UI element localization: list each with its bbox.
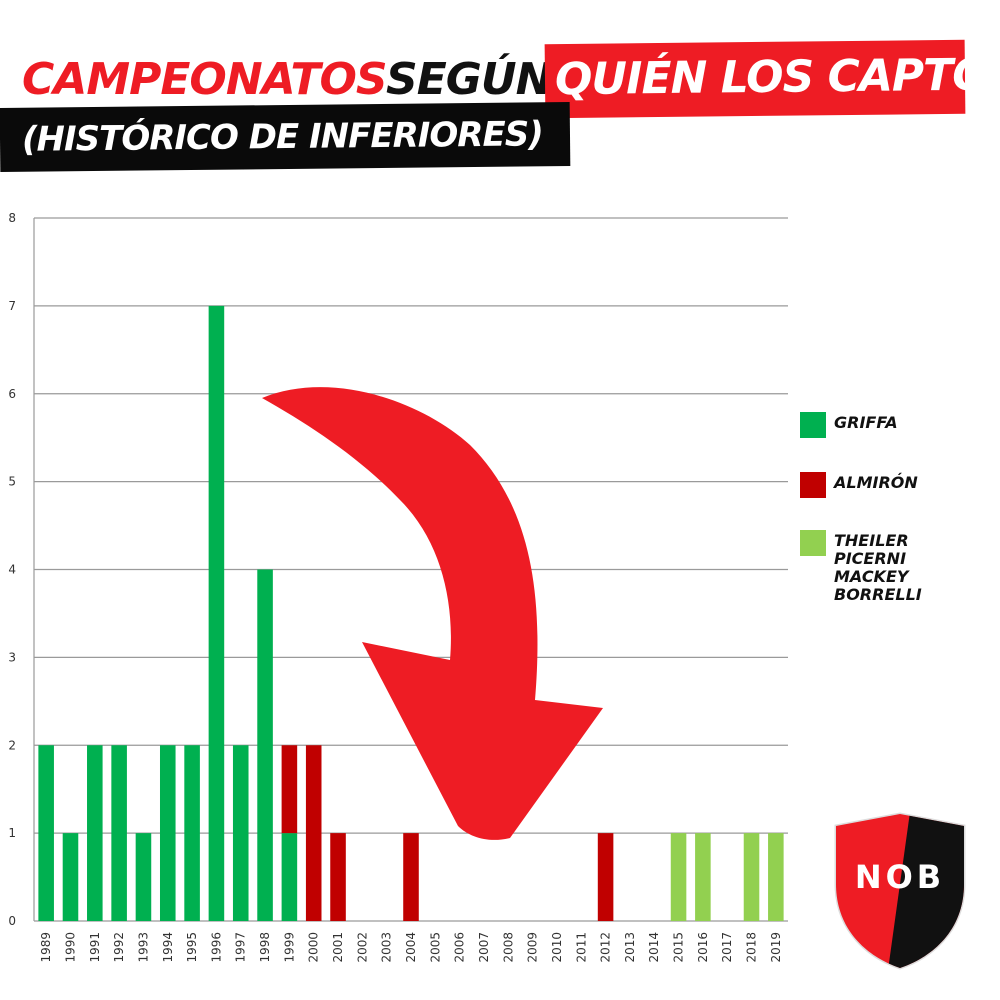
x-tick-label: 2006 [453,932,467,963]
x-tick-label: 2016 [696,932,710,963]
title-row: CAMPEONATOS SEGÚN QUIÉN LOS CAPTÓ [0,39,1000,122]
badge-black-half [888,814,964,968]
y-tick-label: 5 [8,475,16,489]
bar-2016 [695,833,711,921]
x-tick-label: 1997 [234,932,248,963]
legend-label-line: MACKEY [834,567,909,586]
x-tick-label: 2017 [720,932,734,963]
x-tick-label: 1990 [63,932,77,963]
bar-1999 [281,833,298,921]
bar-2018 [743,833,760,921]
x-tick-label: 2008 [501,932,515,963]
x-tick-labels: 1989 1990 1991 1992 1993 1994 1995 1996 1997 1998… [39,932,783,963]
x-tick-label: 1991 [88,932,102,963]
bar-1998 [257,569,273,921]
x-tick-label: 2014 [647,932,661,963]
legend-label-line: BORRELLI [834,585,922,604]
legend-label: ALMIRÓN [834,474,918,492]
x-tick-label: 1989 [39,932,53,963]
bar-1997 [232,745,249,921]
x-tick-label: 2019 [769,932,783,963]
x-tick-label: 2007 [477,932,491,963]
bar-1990 [62,833,79,921]
title-part1: CAMPEONATOS [22,54,388,105]
bar-1993 [135,833,152,921]
nob-shield-icon: NOB [834,812,966,970]
y-tick-label: 3 [8,650,16,664]
x-tick-label: 2001 [331,932,345,963]
y-tick-label: 2 [8,738,16,752]
legend-swatch [800,472,826,498]
x-tick-label: 2009 [526,932,540,963]
bar-1996 [208,305,225,921]
badge-text: NOB [855,858,945,896]
legend-label: THEILER PICERNI MACKEY BORRELLI [834,532,922,604]
legend-swatch [800,412,826,438]
x-tick-label: 2012 [599,932,613,963]
legend-swatch [800,530,826,556]
x-tick-label: 1993 [136,932,150,963]
x-tick-label: 2015 [672,932,686,963]
bar-2004 [403,833,419,921]
legend-label-line: THEILER [834,531,909,550]
bar-1995 [184,745,200,921]
bar-1999 [281,745,298,834]
x-tick-label: 1994 [161,932,175,963]
bar-2001 [330,833,346,921]
legend-label-line: ALMIRÓN [834,473,918,492]
trend-arrow-icon [262,387,603,840]
bar-1992 [111,745,127,921]
bar-2019 [768,833,784,921]
x-tick-label: 1996 [209,932,223,963]
y-tick-label: 7 [8,299,16,313]
x-tick-label: 2010 [550,932,564,963]
grid-lines [33,217,788,922]
bar-1994 [159,745,176,921]
title-part2: SEGÚN [386,54,552,105]
y-tick-label: 6 [8,387,16,401]
legend-label-line: GRIFFA [834,413,898,432]
y-tick-label: 1 [8,826,16,840]
x-tick-label: 2000 [307,932,321,963]
x-tick-label: 2002 [355,932,369,963]
legend-label: GRIFFA [834,414,898,432]
bars [38,305,784,921]
bar-2000 [305,745,322,921]
x-tick-label: 1995 [185,932,199,963]
y-tick-label: 4 [8,563,16,577]
bar-2012 [597,833,614,921]
bar-2015 [670,833,687,921]
legend-label-line: PICERNI [834,549,907,568]
x-tick-label: 1998 [258,932,272,963]
x-tick-label: 2004 [404,932,418,963]
x-tick-label: 2005 [428,932,442,963]
x-tick-label: 1992 [112,932,126,963]
x-tick-label: 2011 [574,932,588,963]
x-tick-label: 1999 [282,932,296,963]
x-tick-label: 2018 [745,932,759,963]
x-tick-label: 2003 [380,932,394,963]
bar-1989 [38,745,54,921]
y-tick-label: 0 [8,914,16,928]
y-tick-labels: 0 1 2 3 4 5 6 7 8 [8,211,16,928]
x-tick-label: 2013 [623,932,637,963]
bar-1991 [87,745,103,921]
y-tick-label: 8 [8,211,16,225]
